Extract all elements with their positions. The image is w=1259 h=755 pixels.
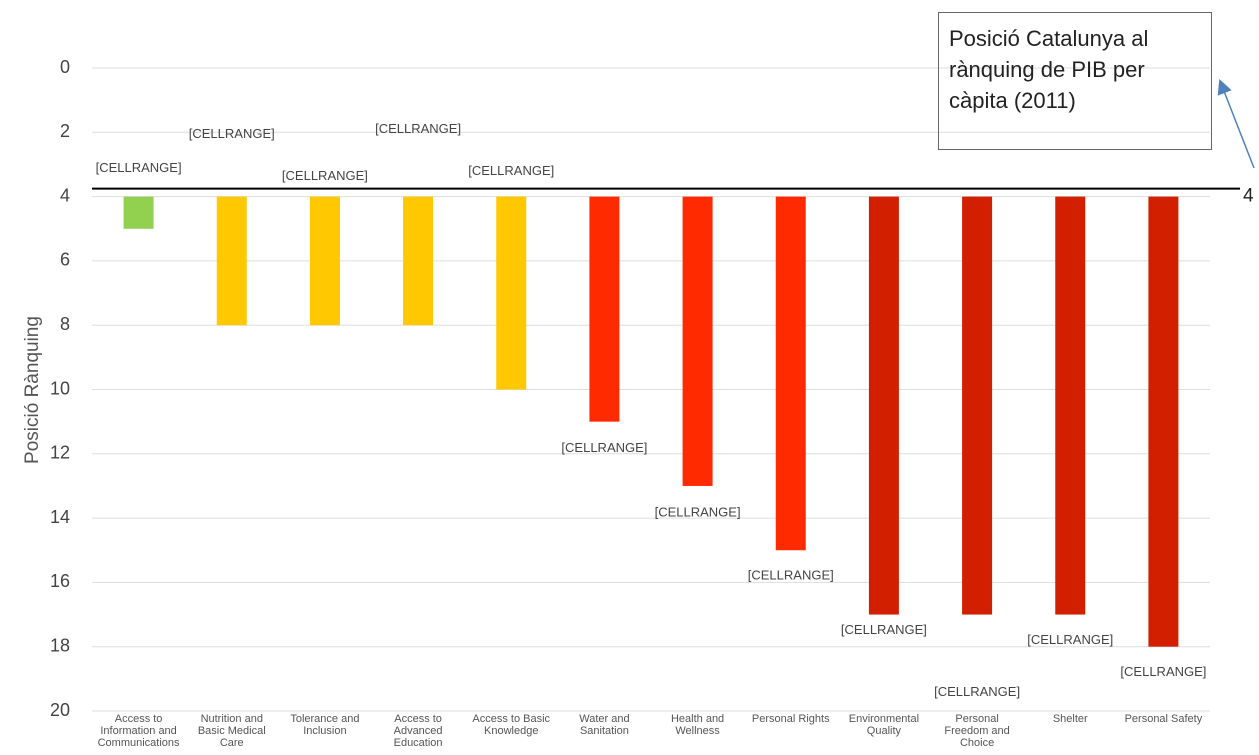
y-tick-label: 2 — [60, 121, 70, 141]
data-label: [CELLRANGE] — [375, 121, 461, 136]
data-label: [CELLRANGE] — [96, 160, 182, 175]
y-tick-label: 12 — [50, 443, 70, 463]
x-tick-label: Personal Rights — [751, 713, 830, 725]
y-tick-label: 10 — [50, 378, 70, 398]
y-axis-label: Posició Rànquing — [22, 316, 43, 464]
y-tick-label: 0 — [60, 57, 70, 77]
data-label: [CELLRANGE] — [282, 168, 368, 183]
bar — [868, 196, 899, 615]
data-label: [CELLRANGE] — [841, 622, 927, 637]
x-tick-label: Shelter — [1052, 713, 1088, 725]
x-tick-label: Access to Advanced Education — [393, 713, 443, 749]
bar — [775, 196, 806, 551]
bar — [496, 196, 527, 390]
x-tick-label: Nutrition and Basic Medical Care — [197, 713, 266, 749]
bar — [962, 196, 993, 615]
x-tick-label: Water and Sanitation — [579, 713, 630, 737]
x-tick-label: Personal Freedom and Choice — [944, 713, 1010, 749]
y-tick-label: 16 — [50, 571, 70, 591]
x-tick-label: Personal Safety — [1124, 713, 1203, 725]
x-tick-label: Environmental Quality — [848, 713, 920, 737]
bar — [682, 196, 713, 486]
y-tick-label: 8 — [60, 314, 70, 334]
data-label: [CELLRANGE] — [1027, 632, 1113, 647]
bar — [216, 196, 247, 326]
x-tick-label: Access to Information and Communications — [97, 713, 180, 749]
x-tick-label: Health and Wellness — [670, 713, 725, 737]
bar — [1148, 196, 1179, 647]
y-tick-label: 6 — [60, 250, 70, 270]
x-tick-label: Tolerance and Inclusion — [290, 713, 360, 737]
bar — [589, 196, 620, 422]
y-tick-label: 4 — [60, 185, 70, 205]
data-label: [CELLRANGE] — [561, 440, 647, 455]
y-tick-label: 20 — [50, 700, 70, 720]
bar — [123, 196, 154, 229]
y-tick-label: 18 — [50, 635, 70, 655]
data-label: [CELLRANGE] — [655, 504, 741, 519]
y-tick-label: 14 — [50, 507, 70, 527]
data-label: [CELLRANGE] — [934, 684, 1020, 699]
annotation-arrow — [1217, 79, 1255, 169]
annotation-box: Posició Catalunya al rànquing de PIB per… — [938, 12, 1212, 150]
data-label: [CELLRANGE] — [1120, 664, 1206, 679]
data-label: [CELLRANGE] — [468, 163, 554, 178]
x-tick-label: Access to Basic Knowledge — [472, 713, 551, 737]
bar — [309, 196, 340, 326]
data-label: [CELLRANGE] — [748, 568, 834, 583]
data-label: [CELLRANGE] — [189, 126, 275, 141]
bar — [403, 196, 434, 326]
baseline-label: 4 — [1243, 186, 1254, 207]
bar — [1055, 196, 1086, 615]
